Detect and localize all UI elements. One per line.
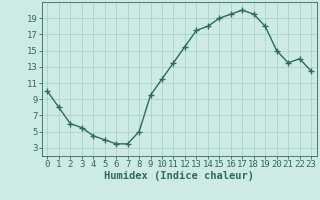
X-axis label: Humidex (Indice chaleur): Humidex (Indice chaleur) bbox=[104, 171, 254, 181]
